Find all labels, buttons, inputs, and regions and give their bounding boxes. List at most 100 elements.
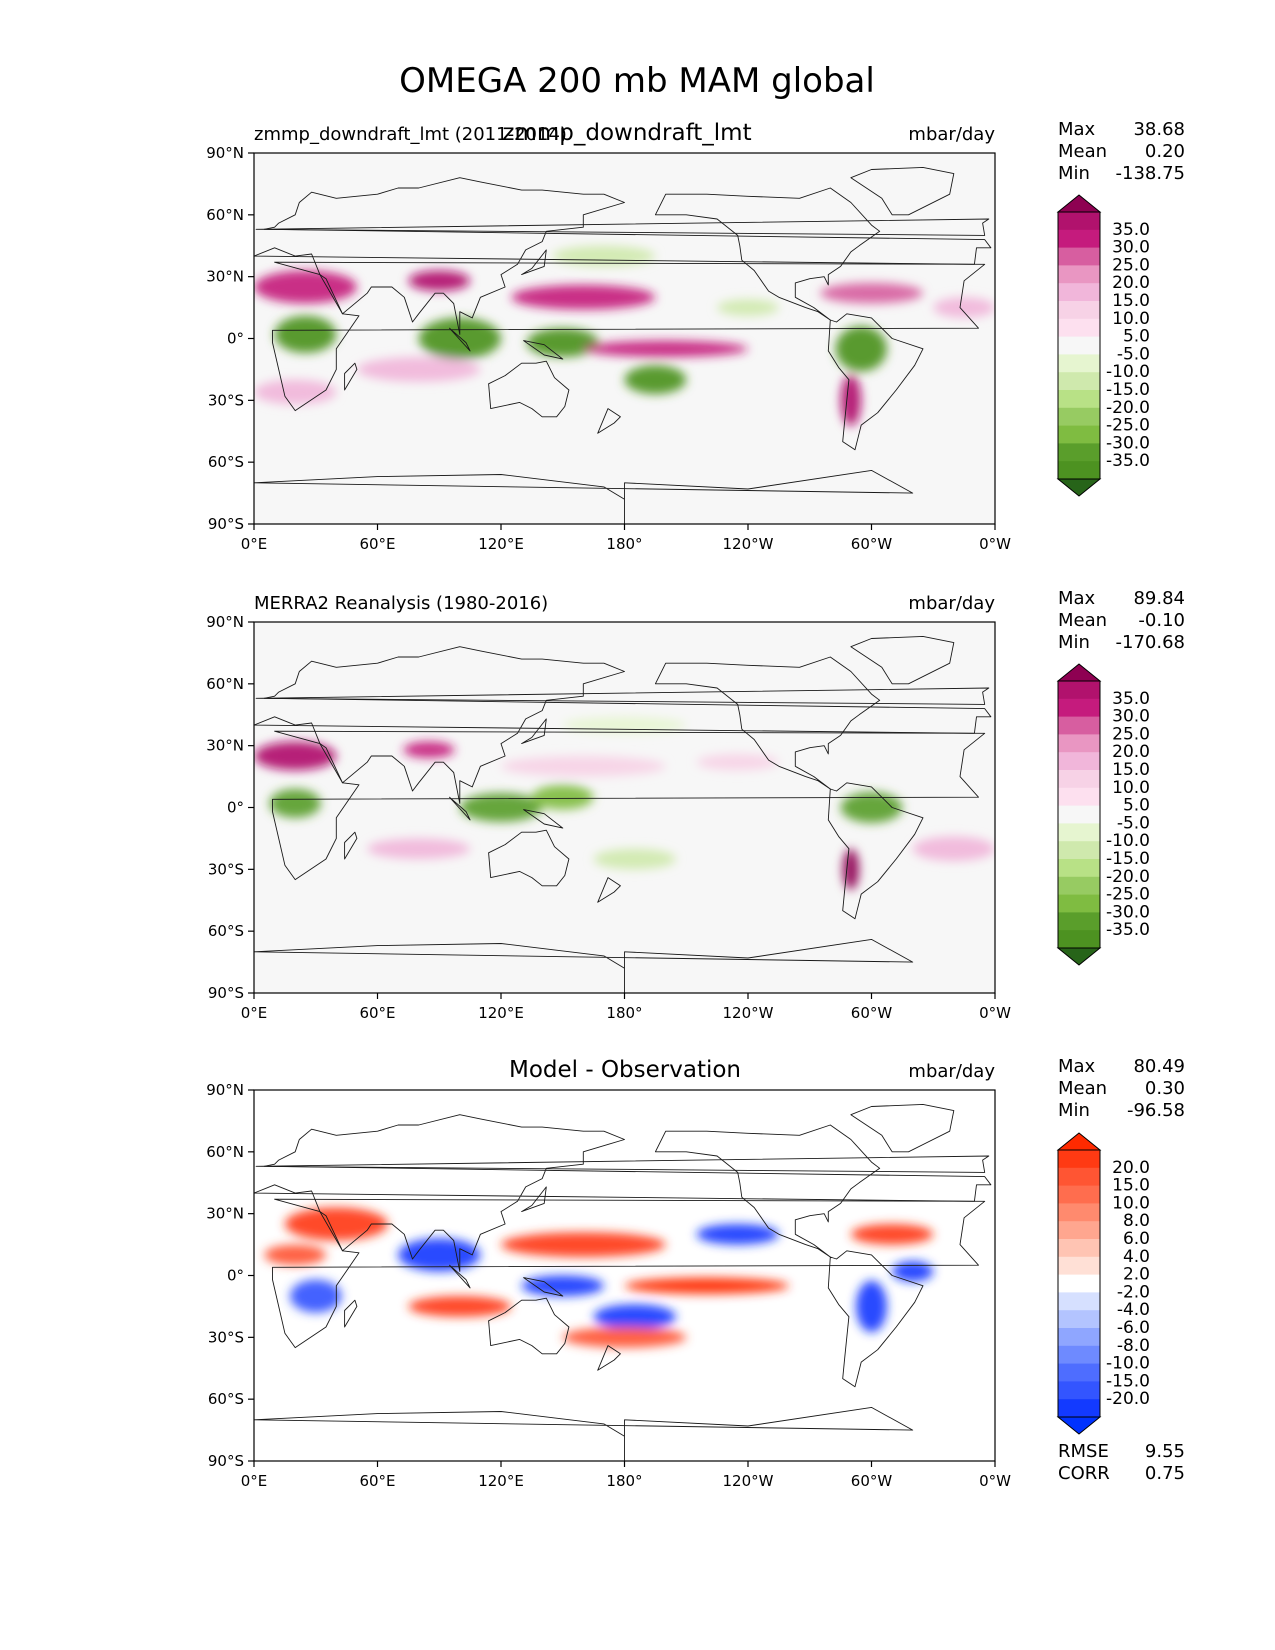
panel-model-coastlines	[254, 166, 992, 524]
lon-tick-label: 0°E	[241, 1004, 268, 1022]
colorbar-bin	[1058, 1328, 1100, 1347]
figure-title: OMEGA 200 mb MAM global	[399, 61, 875, 101]
lat-tick-label: 60°N	[206, 206, 244, 224]
colorbar-tick-label: -8.0	[1117, 1336, 1150, 1356]
colorbar-tick-label: -25.0	[1106, 416, 1150, 436]
coastline-6	[254, 1406, 914, 1461]
coastline-0	[272, 261, 986, 412]
coastline-11	[597, 408, 621, 434]
coastline-1	[254, 646, 992, 804]
coastline-6	[254, 938, 914, 993]
coastline-3	[827, 1250, 924, 1388]
colorbar-tick-label: 5.0	[1123, 327, 1150, 347]
field-anomaly	[624, 1277, 790, 1295]
colorbar-bin	[1058, 752, 1100, 771]
field-anomaly	[531, 784, 594, 810]
colorbar-bin	[1058, 894, 1100, 913]
lon-tick-label: 60°E	[359, 1472, 395, 1490]
panel-diff-units: mbar/day	[908, 1061, 995, 1082]
lon-tick-label: 180°	[606, 1472, 642, 1490]
lat-tick-label: 0°	[227, 799, 244, 817]
colorbar-bin	[1058, 212, 1100, 231]
coastline-5	[850, 1103, 955, 1153]
colorbar-bin	[1058, 681, 1100, 700]
colorbar-bin	[1058, 1345, 1100, 1365]
colorbar-bin	[1058, 336, 1100, 355]
colorbar-tick-label: 6.0	[1123, 1229, 1150, 1249]
field-anomaly	[835, 326, 887, 372]
colorbar-bin	[1058, 390, 1100, 409]
coastline-4	[654, 1124, 881, 1258]
lat-tick-label: 60°S	[208, 922, 244, 940]
field-anomaly	[254, 270, 357, 304]
colorbar-extend-min	[1056, 1416, 1102, 1435]
panel-diff-center-title: Model - Observation	[509, 1057, 741, 1083]
colorbar-tick-label: 25.0	[1112, 724, 1150, 744]
lon-tick-label: 120°W	[723, 1472, 774, 1490]
colorbar-tick-label: -30.0	[1106, 433, 1150, 453]
field-anomaly	[842, 848, 860, 890]
field-anomaly	[254, 741, 337, 771]
coastline-12	[255, 1155, 990, 1173]
colorbar-tick-label: 8.0	[1123, 1211, 1150, 1231]
lon-tick-label: 180°	[606, 535, 642, 553]
colorbar-bin	[1058, 1221, 1100, 1240]
field-anomaly	[290, 1279, 342, 1313]
panel-obs-stat-value: -170.68	[1116, 632, 1185, 653]
colorbar-bin	[1058, 1203, 1100, 1222]
lon-tick-label: 120°W	[723, 535, 774, 553]
field-anomaly	[552, 245, 656, 267]
coastline-8	[449, 1264, 471, 1289]
colorbar-bin	[1058, 407, 1100, 427]
lat-tick-label: 90°S	[208, 515, 244, 533]
field-anomaly	[500, 1232, 666, 1257]
colorbar-tick-label: -15.0	[1106, 1371, 1150, 1391]
panel-diff-corr-label: CORR	[1058, 1463, 1110, 1484]
colorbar-bin	[1058, 461, 1100, 480]
field-anomaly	[264, 1244, 327, 1266]
colorbar-bin	[1058, 1256, 1100, 1276]
coastline-1	[254, 177, 992, 335]
field-anomaly	[696, 1223, 779, 1245]
coastline-3	[827, 782, 924, 920]
panel-diff-coastlines	[254, 1103, 992, 1461]
lon-tick-label: 60°E	[359, 535, 395, 553]
colorbar-frame	[1057, 1149, 1101, 1418]
panel-model-field	[254, 245, 995, 427]
colorbar-bin	[1058, 1363, 1100, 1382]
colorbar-bin	[1058, 734, 1100, 753]
panel-obs-stat-label: Mean	[1058, 610, 1107, 631]
colorbar-tick-label: -20.0	[1106, 398, 1150, 418]
lat-tick-label: 60°N	[206, 675, 244, 693]
colorbar-bin	[1058, 265, 1100, 284]
field-anomaly	[840, 792, 903, 823]
panel-obs-left-label: MERRA2 Reanalysis (1980-2016)	[254, 593, 548, 614]
coastline-5	[850, 166, 955, 216]
lon-tick-label: 0°W	[979, 535, 1011, 553]
lon-tick-label: 0°E	[241, 1472, 268, 1490]
coastline-12	[255, 687, 990, 705]
colorbar-tick-label: 5.0	[1123, 796, 1150, 816]
colorbar-bin	[1058, 716, 1100, 735]
field-anomaly	[408, 270, 471, 292]
colorbar-tick-label: 25.0	[1112, 255, 1150, 275]
coastline-3	[827, 313, 924, 451]
coastline-2	[488, 1297, 570, 1355]
field-anomaly	[418, 317, 502, 360]
panel-obs-colorbar: 35.030.025.020.015.010.05.0-5.0-10.0-15.…	[1056, 663, 1150, 966]
colorbar-tick-label: -2.0	[1117, 1282, 1150, 1302]
panel-model-units: mbar/day	[908, 124, 995, 145]
coastline-0	[272, 730, 986, 881]
field-anomaly	[933, 297, 995, 318]
lat-tick-label: 60°S	[208, 453, 244, 471]
colorbar-tick-label: -30.0	[1106, 902, 1150, 922]
field-anomaly	[274, 315, 337, 353]
colorbar-tick-label: -35.0	[1106, 920, 1150, 940]
field-anomaly	[850, 1223, 934, 1245]
panel-diff-corr-value: 0.75	[1145, 1463, 1185, 1484]
panel-model-center-title: zmmp_downdraft_lmt	[502, 120, 751, 146]
colorbar-tick-label: -20.0	[1106, 1389, 1150, 1409]
lat-tick-label: 60°S	[208, 1390, 244, 1408]
colorbar-tick-label: -25.0	[1106, 885, 1150, 905]
